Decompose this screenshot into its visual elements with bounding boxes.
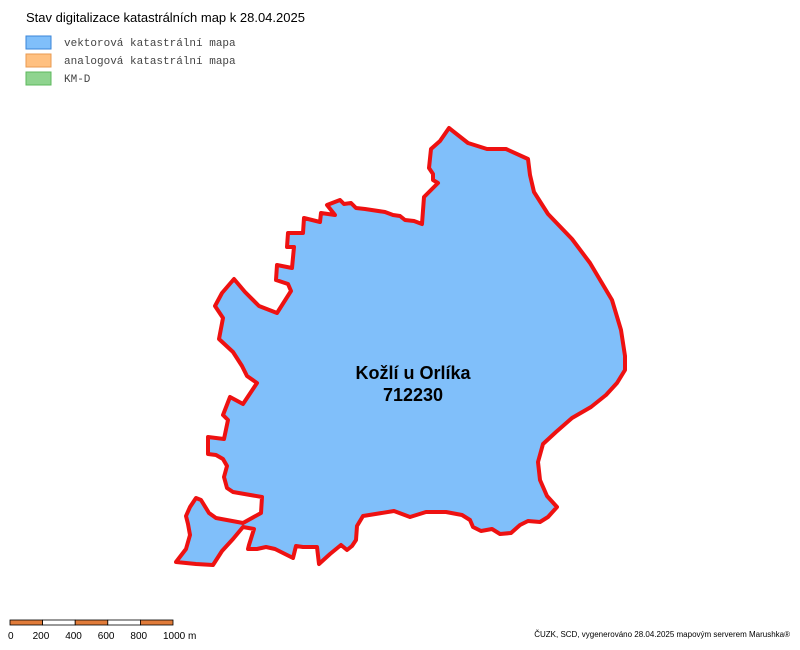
credit: ČUZK, SCD, vygenerováno 28.04.2025 mapov…: [534, 630, 790, 639]
scale-segment: [74, 619, 109, 626]
scale-label: 200: [33, 631, 50, 642]
area-code: 712230: [383, 385, 443, 405]
legend-swatch: [25, 35, 52, 50]
scale-segment: [9, 619, 43, 626]
cadastral-area: [174, 126, 627, 567]
scale-segment: [139, 619, 174, 626]
scale-segment: [107, 619, 141, 626]
scale-label: 600: [98, 631, 115, 642]
legend-swatch: [25, 53, 52, 68]
map-title: Stav digitalizace katastrálních map k 28…: [26, 10, 305, 25]
scale-label: 800: [130, 631, 147, 642]
legend-swatch: [25, 71, 52, 86]
legend-label: KM-D: [64, 74, 91, 86]
scale-segment: [42, 619, 76, 626]
scale-label: 400: [65, 631, 82, 642]
scale-label: 1000 m: [163, 631, 196, 642]
area-name: Kožlí u Orlíka: [355, 363, 471, 383]
legend: vektorová katastrální mapa analogová kata…: [25, 35, 236, 86]
legend-label: vektorová katastrální mapa: [64, 38, 236, 50]
scale-label: 0: [8, 631, 14, 642]
legend-label: analogová katastrální mapa: [64, 56, 236, 68]
scale-bar: 0 200 400 600 800 1000 m: [8, 619, 196, 642]
